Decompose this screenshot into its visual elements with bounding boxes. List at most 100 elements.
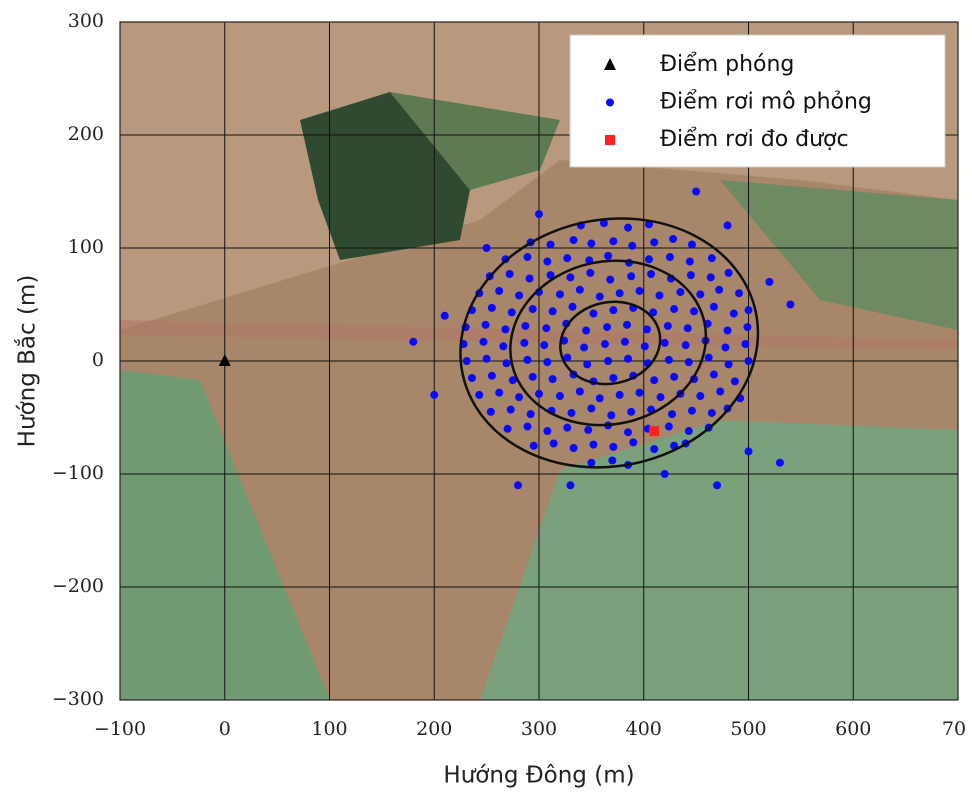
marker (523, 356, 531, 364)
marker (589, 441, 597, 449)
x-tick-label: 100 (311, 718, 347, 740)
x-tick-label: 600 (835, 718, 871, 740)
marker (523, 253, 531, 261)
marker (479, 338, 487, 346)
marker (628, 242, 636, 250)
y-tick-label: 300 (68, 10, 104, 32)
marker (786, 301, 794, 309)
y-tick-label: −200 (52, 575, 104, 597)
marker (716, 388, 724, 396)
marker (495, 287, 503, 295)
marker (623, 321, 631, 329)
marker (715, 286, 723, 294)
marker (657, 393, 665, 401)
marker (506, 270, 514, 278)
marker (688, 407, 696, 415)
legend-label: Điểm rơi mô phỏng (660, 90, 872, 115)
marker (724, 326, 732, 334)
marker (604, 357, 612, 365)
marker (609, 374, 617, 382)
marker (690, 307, 698, 315)
marker (529, 373, 537, 381)
marker (641, 342, 649, 350)
marker (686, 258, 694, 266)
legend: Điểm phóng Điểm rơi mô phỏng Điểm rơi đo đ… (570, 35, 945, 167)
marker (725, 269, 733, 277)
marker (603, 323, 611, 331)
marker (521, 322, 529, 330)
legend-label: Điểm rơi đo được (660, 127, 849, 152)
marker (514, 481, 522, 489)
marker (543, 258, 551, 266)
marker (605, 135, 615, 145)
marker (587, 459, 595, 467)
marker (550, 439, 558, 447)
marker (682, 341, 690, 349)
marker (665, 356, 673, 364)
marker (735, 289, 743, 297)
marker (430, 391, 438, 399)
marker (535, 390, 543, 398)
y-tick-label: 200 (68, 123, 104, 145)
marker (725, 360, 733, 368)
legend-label: Điểm phóng (660, 52, 794, 77)
marker (570, 444, 578, 452)
y-tick-label: −300 (52, 688, 104, 710)
marker (696, 392, 704, 400)
marker (576, 388, 584, 396)
marker (530, 442, 538, 450)
marker (586, 269, 594, 277)
marker (608, 456, 616, 464)
marker (543, 427, 551, 435)
marker (609, 443, 617, 451)
marker (569, 303, 577, 311)
marker (650, 238, 658, 246)
marker (515, 291, 523, 299)
marker (705, 354, 713, 362)
marker (508, 308, 516, 316)
marker (543, 358, 551, 366)
marker (668, 410, 676, 418)
marker (583, 360, 591, 368)
marker (468, 374, 476, 382)
marker (488, 304, 496, 312)
marker (563, 254, 571, 262)
marker (684, 324, 692, 332)
marker (636, 287, 644, 295)
marker (596, 394, 604, 402)
marker (501, 325, 509, 333)
marker (584, 426, 592, 434)
marker (776, 459, 784, 467)
marker (526, 275, 534, 283)
x-tick-label: −100 (94, 718, 146, 740)
marker (507, 406, 515, 414)
marker (745, 447, 753, 455)
marker (616, 289, 624, 297)
marker (655, 291, 663, 299)
y-tick-label: 0 (92, 349, 104, 371)
marker (645, 255, 653, 263)
marker (580, 343, 588, 351)
marker (589, 310, 597, 318)
marker (708, 254, 716, 262)
marker (665, 423, 673, 431)
marker (650, 376, 658, 384)
marker (596, 293, 604, 301)
marker (601, 340, 609, 348)
marker (606, 276, 614, 284)
marker (582, 326, 590, 334)
marker (566, 273, 574, 281)
marker (621, 338, 629, 346)
marker (503, 359, 511, 367)
marker (710, 371, 718, 379)
marker (606, 99, 614, 107)
marker (504, 425, 512, 433)
marker (685, 427, 693, 435)
marker (636, 389, 644, 397)
marker (547, 241, 555, 249)
marker (666, 253, 674, 261)
marker (688, 241, 696, 249)
x-tick-label: 70 (942, 718, 966, 740)
marker (609, 306, 617, 314)
marker (624, 355, 632, 363)
